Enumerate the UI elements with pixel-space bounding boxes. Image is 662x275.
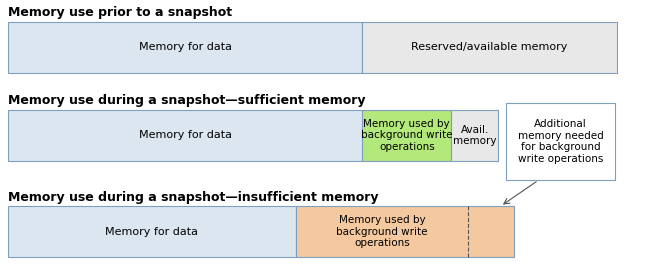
Text: Memory for data: Memory for data (138, 42, 232, 53)
Bar (8, 22, 362, 73)
Bar (8, 110, 362, 161)
Bar (451, 110, 498, 161)
Text: Memory used by
background write
operations: Memory used by background write operatio… (361, 119, 453, 152)
Text: Memory for data: Memory for data (138, 130, 232, 141)
Text: Memory use during a snapshot—insufficient memory: Memory use during a snapshot—insufficien… (8, 191, 379, 204)
Text: Avail.
memory: Avail. memory (453, 125, 496, 146)
Bar (8, 206, 296, 257)
Text: Memory use during a snapshot—sufficient memory: Memory use during a snapshot—sufficient … (8, 94, 365, 107)
Text: Additional
memory needed
for background
write operations: Additional memory needed for background … (518, 119, 603, 164)
Text: Memory used by
background write
operations: Memory used by background write operatio… (336, 215, 428, 248)
Bar (506, 103, 615, 180)
Bar (362, 22, 617, 73)
Bar (362, 110, 451, 161)
Text: Memory for data: Memory for data (105, 227, 199, 237)
Text: Reserved/available memory: Reserved/available memory (411, 42, 568, 53)
Bar (296, 206, 514, 257)
Text: Memory use prior to a snapshot: Memory use prior to a snapshot (8, 6, 232, 19)
